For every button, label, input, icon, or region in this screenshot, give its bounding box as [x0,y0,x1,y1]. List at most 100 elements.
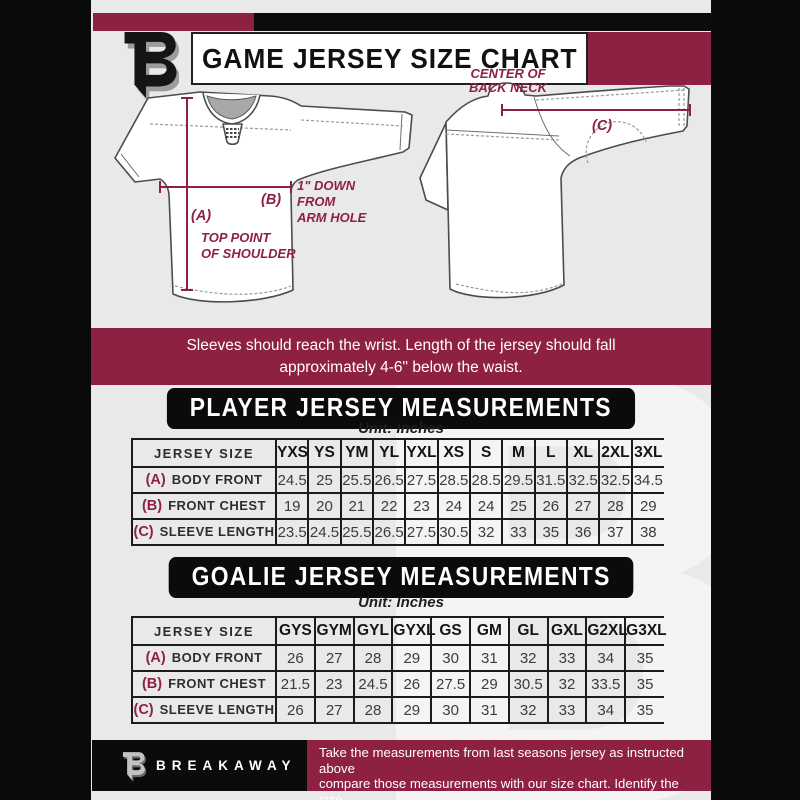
measurement-value-cell: 24 [468,492,504,520]
measurement-value-cell: 37 [598,518,633,546]
size-column-header: GYM [313,616,355,646]
measurement-value-cell: 21.5 [275,670,316,698]
size-column-header: YXS [274,438,310,468]
measurement-row: (C) SLEEVE LENGTH 26 27 28 29 30 31 32 33 34 35 [131,696,664,724]
fit-note-banner: Sleeves should reach the wrist. Length o… [91,328,711,385]
measurement-value-cell: 27 [313,696,355,724]
size-column-header: GYS [275,616,316,646]
measurement-value-cell: 30 [430,644,471,672]
measurement-value-cell: 30.5 [507,670,549,698]
breakaway-footer-logo-icon [122,751,146,782]
page-title: GAME JERSEY SIZE CHART [201,42,578,74]
measurement-value-cell: 34.5 [630,466,664,494]
size-column-header: S [468,438,504,468]
measurement-row: (B) FRONT CHEST 19 20 21 22 23 24 24 25 26 27 28 29 [131,492,664,520]
size-header-row: JERSEY SIZE YXS YS YM YL YXL XS S M L XL 2XL 3XL [131,438,664,468]
size-column-header: M [501,438,536,468]
measurement-value-cell: 28 [352,644,394,672]
measurement-value-cell: 35 [624,670,664,698]
breakaway-logo-icon [124,32,179,103]
measurement-value-cell: 24 [436,492,471,520]
measurement-name: BODY FRONT [171,650,263,665]
measurement-value-cell: 36 [565,518,601,546]
size-column-header: GYL [352,616,394,646]
measurement-key: (B) [141,676,163,692]
measurement-value-cell: 28.5 [436,466,471,494]
goalie-title-pill: GOALIE JERSEY MEASUREMENTS [168,557,634,598]
measurement-value-cell: 32.5 [565,466,601,494]
measurement-row-label: (C) SLEEVE LENGTH [131,696,277,724]
footer-line2: compare those measurements with our size… [319,776,679,800]
measurement-value-cell: 33 [546,644,588,672]
fit-note-line1: Sleeves should reach the wrist. Length o… [186,337,616,354]
measurement-value-cell: 25.5 [339,466,374,494]
measure-line-b [159,181,292,193]
measurement-value-cell: 30 [430,696,471,724]
measurement-value-cell: 38 [630,518,664,546]
measurement-value-cell: 29 [391,696,433,724]
measurement-name: FRONT CHEST [168,676,267,691]
measurement-key: (C) [133,524,154,540]
footer-instructions: Take the measurements from last seasons … [307,740,711,800]
measurement-name: BODY FRONT [171,472,263,487]
measurement-value-cell: 23 [313,670,355,698]
size-column-header: YXL [404,438,439,468]
label-b: (B) [261,192,281,208]
measurement-value-cell: 33 [546,696,588,724]
measurement-value-cell: 25 [307,466,342,494]
size-column-header: XS [436,438,471,468]
measurement-row-label: (A) BODY FRONT [131,644,277,672]
player-unit-label: Unit: Inches [358,420,444,437]
size-column-header: GYXL [391,616,436,646]
note-b-2: FROM [297,194,336,209]
player-measurements-table: JERSEY SIZE YXS YS YM YL YXL XS S M L XL 2XL 3XL (A) B… [131,438,664,546]
measurement-key: (A) [145,650,166,666]
measurement-value-cell: 28 [352,696,394,724]
title-accent-block [588,32,711,85]
goalie-measurements-table: JERSEY SIZE GYS GYM GYL GYXL GS GM GL GXL G2XL G3X… [131,616,667,724]
measurement-value-cell: 19 [274,492,310,520]
fit-note-line2: approximately 4-6" below the waist. [279,359,523,376]
measurement-value-cell: 35 [533,518,568,546]
measurement-value-cell: 29 [468,670,510,698]
measurement-key: (B) [141,498,163,514]
measurement-value-cell: 23 [404,492,439,520]
measurement-value-cell: 20 [307,492,342,520]
measurement-value-cell: 26 [275,696,316,724]
label-c: (C) [592,118,612,134]
size-column-header: G3XL [624,616,667,646]
measurement-value-cell: 29 [391,644,433,672]
measurement-value-cell: 32 [507,644,549,672]
measurement-value-cell: 35 [624,644,664,672]
measurement-value-cell: 27.5 [404,466,439,494]
measurement-value-cell: 32 [546,670,588,698]
measurement-value-cell: 32.5 [598,466,633,494]
measurement-value-cell: 27.5 [404,518,439,546]
measurement-value-cell: 35 [624,696,664,724]
measurement-value-cell: 25 [501,492,536,520]
measurement-value-cell: 21 [339,492,374,520]
measurement-row: (A) BODY FRONT 26 27 28 29 30 31 32 33 34 35 [131,644,664,672]
measurement-value-cell: 31 [468,644,510,672]
measurement-value-cell: 30.5 [436,518,471,546]
top-strip-maroon [93,13,254,31]
measurement-value-cell: 31.5 [533,466,568,494]
player-title-pill: PLAYER JERSEY MEASUREMENTS [167,388,635,429]
back-jersey-diagram: CENTER OF BACK NECK (C) [419,66,691,299]
measurement-value-cell: 24.5 [274,466,310,494]
size-column-header: GL [507,616,549,646]
measurement-value-cell: 31 [468,696,510,724]
size-column-header: 3XL [630,438,664,468]
size-column-header: GXL [546,616,588,646]
measurement-value-cell: 33 [501,518,536,546]
size-column-header: XL [565,438,601,468]
goalie-unit-label: Unit: Inches [358,594,444,611]
measurement-value-cell: 26 [391,670,433,698]
note-b-3: ARM HOLE [296,210,367,225]
jersey-diagrams: (A) TOP POINT OF SHOULDER (B) 1" DOWN FR… [91,60,711,335]
measurement-row-label: (B) FRONT CHEST [131,492,277,520]
size-column-header: G2XL [585,616,628,646]
measurement-value-cell: 24.5 [307,518,342,546]
measurement-value-cell: 27 [313,644,355,672]
measurement-value-cell: 28.5 [468,466,504,494]
